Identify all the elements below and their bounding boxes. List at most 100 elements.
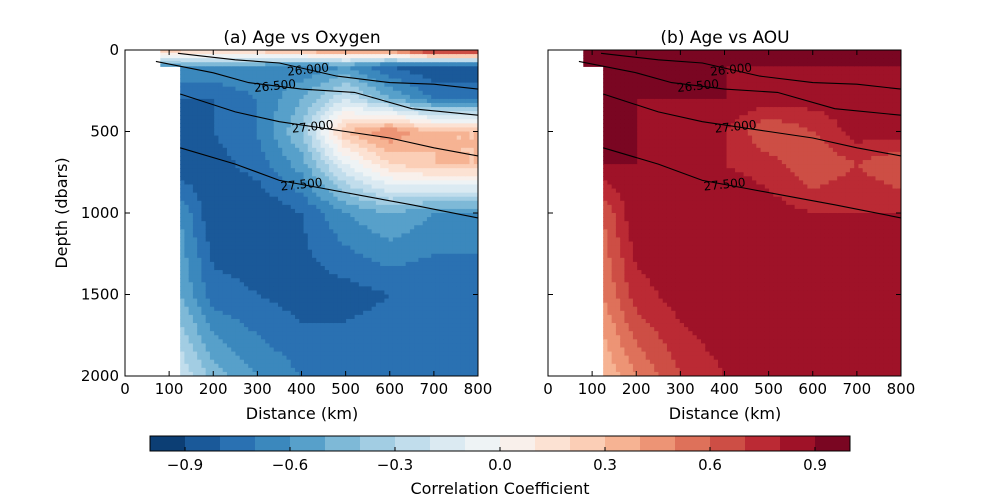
contour-cell (286, 314, 292, 320)
contour-cell (380, 306, 385, 312)
contour-cell (375, 200, 381, 206)
contour-cell (192, 123, 198, 129)
contour-cell (312, 282, 317, 287)
contour-cell (231, 172, 237, 177)
contour-cell (392, 363, 398, 369)
contour-cell (192, 213, 198, 218)
contour-cell (290, 367, 296, 373)
contour-cell (405, 371, 411, 376)
contour-cell (226, 257, 232, 263)
contour-cell (375, 119, 381, 124)
contour-cell (252, 282, 258, 287)
contour-cell (273, 274, 279, 279)
contour-cell (256, 70, 262, 76)
contour-cell (222, 294, 228, 300)
contour-cell (418, 102, 424, 108)
contour-cell (426, 237, 432, 243)
contour-cell (371, 151, 377, 157)
contour-cell (205, 160, 211, 165)
contour-cell (231, 229, 237, 234)
contour-cell (282, 229, 288, 234)
contour-cell (201, 367, 207, 373)
contour-cell (414, 139, 420, 145)
contour-cell (333, 135, 339, 141)
contour-cell (354, 359, 360, 365)
contour-cell (388, 78, 394, 84)
contour-cell (384, 233, 390, 239)
contour-cell (316, 78, 322, 84)
contour-cell (435, 184, 441, 190)
contour-cell (367, 310, 373, 316)
contour-cell (333, 233, 339, 239)
contour-cell (307, 208, 313, 214)
contour-cell (333, 237, 339, 243)
contour-cell (426, 282, 432, 287)
contour-cell (435, 261, 441, 267)
contour-cell (316, 139, 322, 145)
contour-cell (201, 102, 207, 108)
contour-cell (375, 314, 381, 320)
contour-cell (209, 241, 215, 247)
contour-cell (273, 66, 279, 71)
contour-cell (346, 107, 351, 112)
contour-cell (350, 188, 356, 194)
contour-cell (243, 123, 249, 129)
contour-cell (278, 155, 283, 161)
contour-cell (405, 335, 411, 340)
contour-cell (401, 70, 407, 76)
contour-cell (443, 86, 449, 92)
contour-cell (443, 143, 449, 149)
contour-cell (239, 66, 245, 71)
contour-cell (422, 261, 428, 267)
contour-cell (375, 261, 381, 267)
contour-cell (295, 367, 300, 373)
contour-cell (188, 155, 194, 161)
contour-cell (218, 249, 224, 255)
contour-cell (354, 176, 360, 181)
contour-cell (324, 111, 330, 116)
contour-cell (235, 359, 241, 365)
contour-cell (290, 261, 296, 267)
contour-cell (295, 70, 300, 76)
contour-cell (418, 86, 424, 92)
contour-cell (256, 94, 262, 100)
contour-cell (269, 241, 275, 247)
contour-cell (222, 225, 228, 230)
contour-cell (184, 278, 190, 283)
contour-cell (231, 188, 237, 194)
contour-cell (256, 318, 262, 324)
contour-cell (397, 62, 403, 67)
contour-cell (367, 204, 373, 210)
contour-cell (388, 102, 394, 108)
contour-cell (222, 253, 228, 259)
contour-cell (414, 270, 420, 275)
contour-cell (346, 270, 351, 275)
contour-cell (333, 290, 339, 296)
contour-cell (375, 86, 381, 92)
contour-cell (192, 253, 198, 259)
contour-cell (354, 196, 360, 202)
contour-cell (278, 135, 283, 141)
contour-cell (422, 74, 428, 80)
contour-cell (397, 123, 403, 129)
contour-cell (409, 363, 415, 369)
contour-cell (333, 176, 339, 181)
contour-cell (226, 253, 232, 259)
contour-cell (337, 363, 343, 369)
contour-cell (418, 318, 424, 324)
contour-cell (184, 213, 190, 218)
contour-cell (192, 107, 198, 112)
contour-cell (273, 302, 279, 308)
contour-cell (295, 359, 300, 365)
contour-cell (278, 323, 283, 328)
contour-cell (341, 168, 347, 173)
contour-cell (426, 102, 432, 108)
contour-cell (231, 147, 237, 153)
contour-cell (235, 94, 241, 100)
contour-cell (312, 213, 317, 218)
contour-cell (435, 278, 441, 283)
contour-cell (397, 184, 403, 190)
contour-cell (243, 172, 249, 177)
contour-cell (320, 298, 326, 304)
contour-cell (401, 115, 407, 120)
